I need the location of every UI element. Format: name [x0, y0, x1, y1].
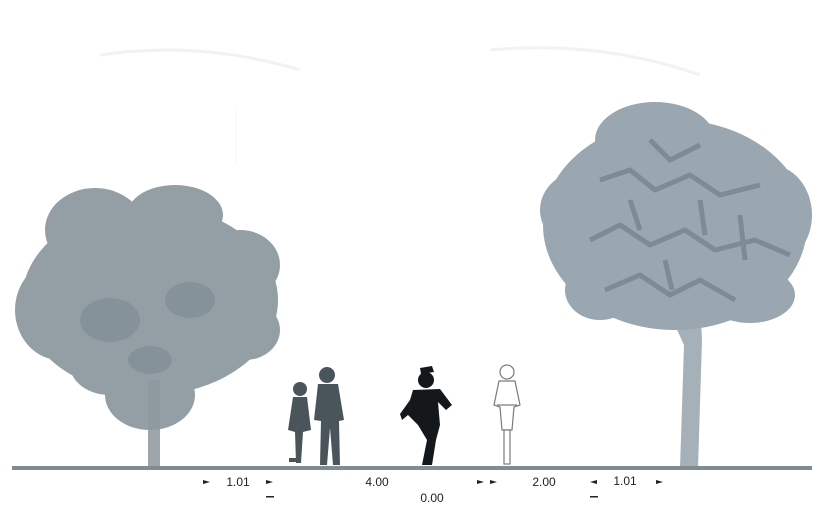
- dimension-main-lane: 4.00: [365, 475, 389, 489]
- sky-haze: [99, 46, 701, 165]
- dimension-total: 0.00: [420, 491, 444, 505]
- right-tree: [540, 102, 812, 468]
- cyclist: [493, 364, 521, 465]
- left-tree-shade: [80, 282, 215, 374]
- runner: [400, 366, 452, 465]
- pedestrian-woman: [288, 382, 311, 463]
- right-tree-shading: [588, 138, 791, 303]
- right-tree-trunk: [668, 300, 702, 468]
- pedestrian-man: [314, 367, 344, 465]
- dimension-right-sidewalk: 1.01: [613, 474, 637, 488]
- right-tree-canopy: [540, 102, 812, 330]
- dimension-left-sidewalk: 1.01: [226, 475, 250, 489]
- ground-line: [12, 466, 812, 470]
- dimension-arrows: [203, 480, 663, 498]
- left-tree: [15, 185, 280, 468]
- dimension-bike-lane: 2.00: [532, 475, 556, 489]
- left-tree-canopy: [15, 185, 280, 430]
